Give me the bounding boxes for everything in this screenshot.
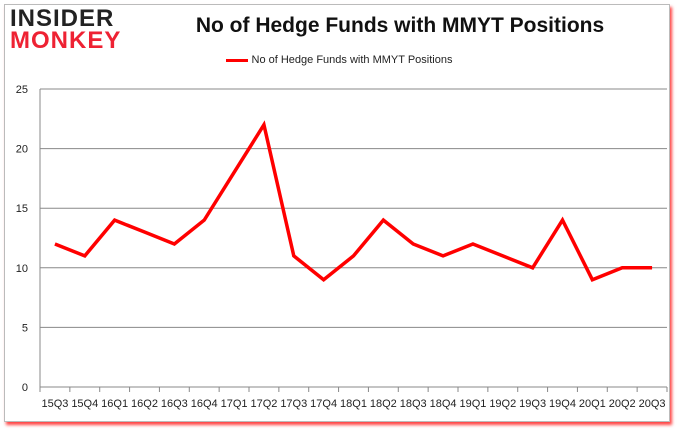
x-tick-label: 15Q4 [71, 398, 98, 410]
legend-swatch [225, 58, 248, 62]
x-tick-label: 18Q2 [370, 398, 397, 410]
y-tick-label: 25 [16, 84, 28, 96]
x-tick-label: 16Q1 [101, 398, 128, 410]
y-tick-label: 0 [22, 382, 28, 394]
legend: No of Hedge Funds with MMYT Positions [0, 54, 678, 66]
x-tick-label: 20Q2 [609, 398, 636, 410]
x-tick-label: 19Q2 [489, 398, 516, 410]
x-tick-label: 17Q4 [310, 398, 337, 410]
y-tick-label: 15 [16, 203, 28, 215]
y-tick-label: 20 [16, 144, 28, 156]
x-tick-label: 16Q3 [161, 398, 188, 410]
chart-frame [4, 4, 670, 422]
chart-title: No of Hedge Funds with MMYT Positions [195, 14, 605, 37]
x-tick-label: 16Q2 [131, 398, 158, 410]
x-tick-label: 15Q3 [41, 398, 68, 410]
x-tick-label: 20Q1 [579, 398, 606, 410]
logo-line2: MONKEY [10, 27, 122, 54]
x-tick-label: 19Q3 [519, 398, 546, 410]
x-tick-label: 17Q3 [280, 398, 307, 410]
insider-monkey-logo: INSIDER MONKEY [10, 5, 122, 54]
series-line [54, 120, 653, 282]
x-tick-label: 16Q4 [191, 398, 218, 410]
x-tick-label: 17Q1 [221, 398, 248, 410]
x-tick-label: 20Q3 [639, 398, 666, 410]
x-tick-label: 17Q2 [250, 398, 277, 410]
x-tick-label: 18Q1 [340, 398, 367, 410]
x-tick-label: 19Q1 [459, 398, 486, 410]
x-tick-label: 19Q4 [549, 398, 576, 410]
y-tick-label: 10 [16, 263, 28, 275]
y-tick-label: 5 [22, 322, 28, 334]
logo-line1: INSIDER [10, 5, 115, 32]
legend-label: No of Hedge Funds with MMYT Positions [251, 54, 453, 66]
x-tick-label: 18Q3 [400, 398, 427, 410]
x-tick-label: 18Q4 [430, 398, 457, 410]
